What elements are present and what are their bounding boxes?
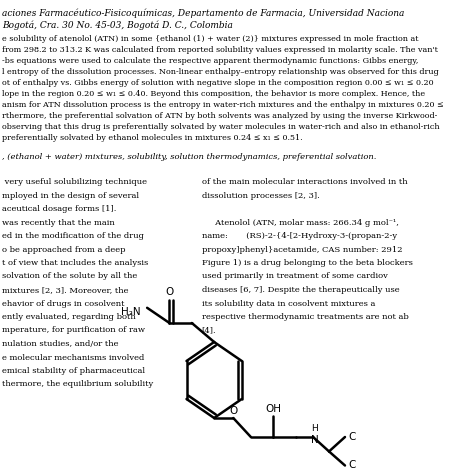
Text: , (ethanol + water) mixtures, solubility, solution thermodynamics, preferential : , (ethanol + water) mixtures, solubility… xyxy=(2,153,376,161)
Text: its solubility data in cosolvent mixtures a: its solubility data in cosolvent mixture… xyxy=(201,300,375,308)
Text: ently evaluated, regarding both: ently evaluated, regarding both xyxy=(2,313,136,321)
Text: respective thermodynamic treatments are not ab: respective thermodynamic treatments are … xyxy=(201,313,408,321)
Text: N: N xyxy=(311,435,319,445)
Text: e molecular mechanisms involved: e molecular mechanisms involved xyxy=(2,354,144,362)
Text: nulation studies, and/or the: nulation studies, and/or the xyxy=(2,340,118,348)
Text: lope in the region 0.20 ≤ w₁ ≤ 0.40. Beyond this composition, the behavior is mo: lope in the region 0.20 ≤ w₁ ≤ 0.40. Bey… xyxy=(2,90,425,98)
Text: O: O xyxy=(229,406,237,416)
Text: H₂N: H₂N xyxy=(121,307,141,318)
Text: O: O xyxy=(165,287,173,297)
Text: was recently that the main: was recently that the main xyxy=(2,219,114,227)
Text: C: C xyxy=(349,461,356,471)
Text: mperature, for purification of raw: mperature, for purification of raw xyxy=(2,327,145,335)
Text: from 298.2 to 313.2 K was calculated from reported solubility values expressed i: from 298.2 to 313.2 K was calculated fro… xyxy=(2,46,438,54)
Text: ot of enthalpy vs. Gibbs energy of solution with negative slope in the compositi: ot of enthalpy vs. Gibbs energy of solut… xyxy=(2,79,433,87)
Text: t of view that includes the analysis: t of view that includes the analysis xyxy=(2,259,148,267)
Text: very useful solubilizing technique: very useful solubilizing technique xyxy=(2,178,146,186)
Text: Atenolol (ATN, molar mass: 266.34 g mol⁻¹,: Atenolol (ATN, molar mass: 266.34 g mol⁻… xyxy=(201,219,399,227)
Text: H: H xyxy=(311,424,318,433)
Text: Figure 1) is a drug belonging to the beta blockers: Figure 1) is a drug belonging to the bet… xyxy=(201,259,412,267)
Text: thermore, the equilibrium solubility: thermore, the equilibrium solubility xyxy=(2,381,153,389)
Text: l entropy of the dissolution processes. Non-linear enthalpy–entropy relationship: l entropy of the dissolution processes. … xyxy=(2,68,438,76)
Text: mixtures [2, 3]. Moreover, the: mixtures [2, 3]. Moreover, the xyxy=(2,286,128,294)
Text: of the main molecular interactions involved in th: of the main molecular interactions invol… xyxy=(201,178,407,186)
Text: dissolution processes [2, 3].: dissolution processes [2, 3]. xyxy=(201,191,319,200)
Text: o be approached from a deep: o be approached from a deep xyxy=(2,246,125,254)
Text: Bogotá, Cra. 30 No. 45-03, Bogotá D. C., Colombia: Bogotá, Cra. 30 No. 45-03, Bogotá D. C.,… xyxy=(2,20,233,29)
Text: aciones Farmacéutico-Fisicoquímicas, Departamento de Farmacia, Universidad Nacio: aciones Farmacéutico-Fisicoquímicas, Dep… xyxy=(2,8,404,18)
Text: rthermore, the preferential solvation of ATN by both solvents was analyzed by us: rthermore, the preferential solvation of… xyxy=(2,112,437,120)
Text: -bs equations were used to calculate the respective apparent thermodynamic funct: -bs equations were used to calculate the… xyxy=(2,57,418,65)
Text: solvation of the solute by all the: solvation of the solute by all the xyxy=(2,273,137,281)
Text: name:       (RS)-2-{4-[2-Hydroxy-3-(propan-2-y: name: (RS)-2-{4-[2-Hydroxy-3-(propan-2-y xyxy=(201,232,397,240)
Text: propoxy]phenyl}acetamide, CAS number: 2912: propoxy]phenyl}acetamide, CAS number: 29… xyxy=(201,246,402,254)
Text: [4].: [4]. xyxy=(201,327,216,335)
Text: ed in the modification of the drug: ed in the modification of the drug xyxy=(2,232,144,240)
Text: OH: OH xyxy=(265,403,281,413)
Text: emical stability of pharmaceutical: emical stability of pharmaceutical xyxy=(2,367,145,375)
Text: e solubility of atenolol (ATN) in some {ethanol (1) + water (2)} mixtures expres: e solubility of atenolol (ATN) in some {… xyxy=(2,35,418,43)
Text: observing that this drug is preferentially solvated by water molecules in water-: observing that this drug is preferential… xyxy=(2,123,439,131)
Text: ehavior of drugs in cosolvent: ehavior of drugs in cosolvent xyxy=(2,300,124,308)
Text: anism for ATN dissolution process is the entropy in water-rich mixtures and the : anism for ATN dissolution process is the… xyxy=(2,101,444,109)
Text: used primarily in treatment of some cardiov: used primarily in treatment of some card… xyxy=(201,273,387,281)
Text: aceutical dosage forms [1].: aceutical dosage forms [1]. xyxy=(2,205,116,213)
Text: C: C xyxy=(349,432,356,442)
Text: mployed in the design of several: mployed in the design of several xyxy=(2,191,139,200)
Text: diseases [6, 7]. Despite the therapeutically use: diseases [6, 7]. Despite the therapeutic… xyxy=(201,286,399,294)
Text: preferentially solvated by ethanol molecules in mixtures 0.24 ≤ x₁ ≤ 0.51.: preferentially solvated by ethanol molec… xyxy=(2,134,302,142)
